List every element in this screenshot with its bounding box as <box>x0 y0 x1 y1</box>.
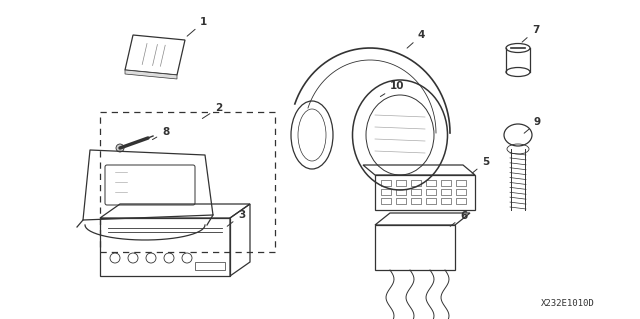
Bar <box>100 112 275 252</box>
Bar <box>381 189 391 195</box>
Text: 9: 9 <box>524 117 541 133</box>
Polygon shape <box>125 70 177 79</box>
Bar <box>411 198 421 204</box>
Text: X232E1010D: X232E1010D <box>541 299 595 308</box>
Bar <box>381 180 391 186</box>
Bar <box>456 189 466 195</box>
Circle shape <box>116 144 124 152</box>
Text: 5: 5 <box>472 157 489 173</box>
Text: 8: 8 <box>152 127 169 140</box>
Text: 7: 7 <box>522 25 540 42</box>
Bar <box>456 198 466 204</box>
Bar <box>456 180 466 186</box>
Bar <box>441 189 451 195</box>
Bar <box>381 198 391 204</box>
Bar <box>396 189 406 195</box>
Text: 6: 6 <box>450 211 467 226</box>
Text: 3: 3 <box>227 210 245 226</box>
Bar <box>441 180 451 186</box>
Bar <box>411 189 421 195</box>
Bar <box>426 180 436 186</box>
Bar <box>426 189 436 195</box>
Bar <box>411 180 421 186</box>
Text: 10: 10 <box>380 81 404 97</box>
Bar <box>426 198 436 204</box>
Text: 2: 2 <box>202 103 222 118</box>
Bar <box>195 262 225 270</box>
Bar <box>396 180 406 186</box>
Text: 4: 4 <box>407 30 426 48</box>
Bar <box>396 198 406 204</box>
Text: 1: 1 <box>187 17 207 36</box>
Bar <box>441 198 451 204</box>
